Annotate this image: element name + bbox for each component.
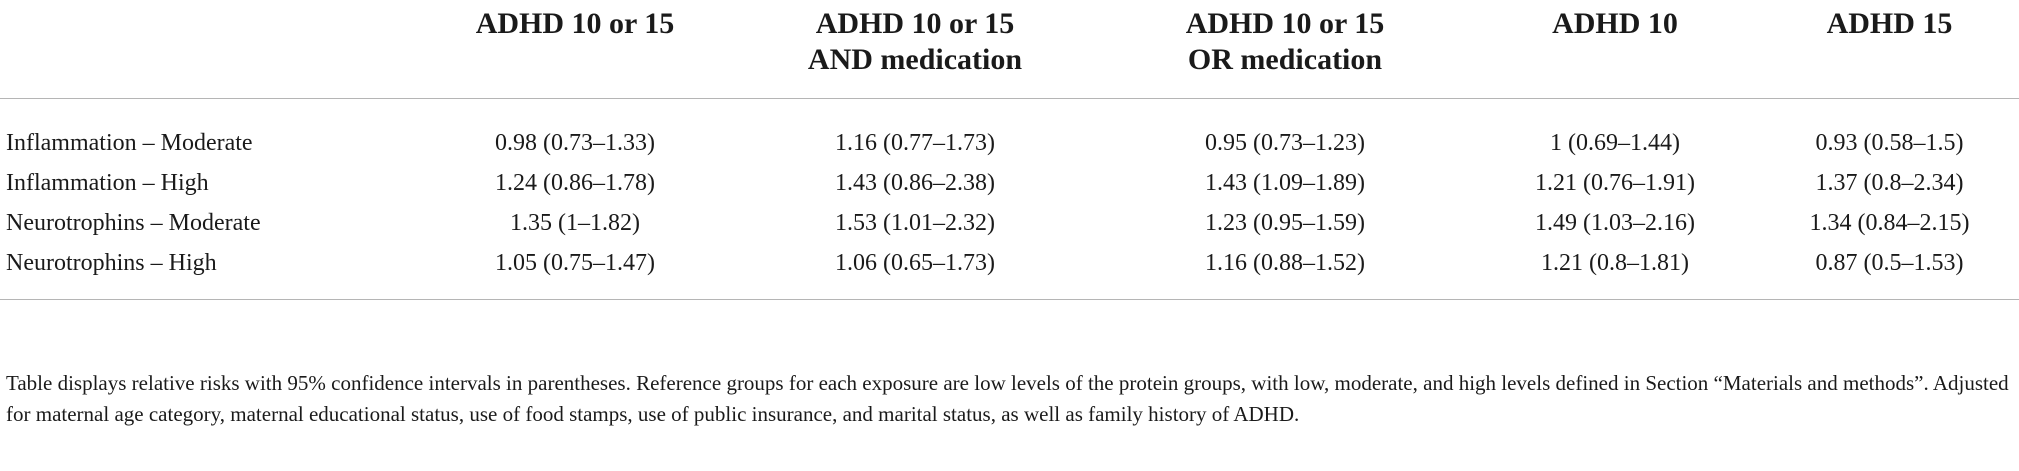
table-row: Inflammation – High 1.24 (0.86–1.78) 1.4… (0, 163, 2019, 203)
row-label: Neurotrophins – High (6, 249, 217, 276)
table-cell: 1.43 (1.09–1.89) (1205, 169, 1365, 196)
header-adhd-10: ADHD 10 (1552, 7, 1678, 40)
header-adhd-15: ADHD 15 (1826, 7, 1953, 40)
header-row: ADHD 10 or 15 ADHD 10 or 15 AND medicati… (0, 0, 2019, 98)
table-cell: 1.49 (1.03–2.16) (1535, 209, 1695, 236)
table-cell: 0.87 (0.5–1.53) (1815, 249, 1964, 276)
table-cell: 1.35 (1–1.82) (510, 209, 640, 236)
table-cell: 1.43 (0.86–2.38) (835, 169, 995, 196)
table-cell: 1.53 (1.01–2.32) (835, 209, 995, 236)
header-adhd-and-medication: ADHD 10 or 15 AND medication (807, 7, 1023, 76)
header-adhd-or-medication: ADHD 10 or 15 OR medication (1185, 7, 1385, 76)
table-cell: 1.34 (0.84–2.15) (1809, 209, 1970, 236)
row-label: Inflammation – Moderate (6, 129, 253, 156)
table-cell: 1.16 (0.88–1.52) (1205, 249, 1365, 276)
results-table-container: ADHD 10 or 15 ADHD 10 or 15 AND medicati… (0, 0, 2019, 299)
table-row: Neurotrophins – Moderate 1.35 (1–1.82) 1… (0, 203, 2019, 243)
table-cell: 0.98 (0.73–1.33) (495, 129, 655, 156)
table-cell: 1 (0.69–1.44) (1550, 129, 1680, 156)
table-header: ADHD 10 or 15 ADHD 10 or 15 AND medicati… (0, 0, 2019, 98)
table-cell: 1.23 (0.95–1.59) (1205, 209, 1365, 236)
header-row-label (0, 0, 420, 98)
relative-risk-table: ADHD 10 or 15 ADHD 10 or 15 AND medicati… (0, 0, 2019, 299)
table-cell: 1.24 (0.86–1.78) (495, 169, 655, 196)
table-cell: 1.37 (0.8–2.34) (1815, 169, 1964, 196)
table-cell: 1.21 (0.8–1.81) (1541, 249, 1689, 276)
table-cell: 0.95 (0.73–1.23) (1205, 129, 1365, 156)
table-footnote: Table displays relative risks with 95% c… (6, 371, 2009, 426)
header-adhd-10-or-15: ADHD 10 or 15 (475, 7, 675, 40)
table-cell: 1.21 (0.76–1.91) (1535, 169, 1695, 196)
row-label: Inflammation – High (6, 169, 209, 196)
table-body: Inflammation – Moderate 0.98 (0.73–1.33)… (0, 98, 2019, 299)
table-cell: 1.06 (0.65–1.73) (835, 249, 995, 276)
table-row: Inflammation – Moderate 0.98 (0.73–1.33)… (0, 98, 2019, 163)
table-row: Neurotrophins – High 1.05 (0.75–1.47) 1.… (0, 243, 2019, 300)
table-cell: 1.05 (0.75–1.47) (495, 249, 655, 276)
row-label: Neurotrophins – Moderate (6, 209, 261, 236)
table-cell: 0.93 (0.58–1.5) (1815, 129, 1964, 156)
table-cell: 1.16 (0.77–1.73) (835, 129, 995, 156)
